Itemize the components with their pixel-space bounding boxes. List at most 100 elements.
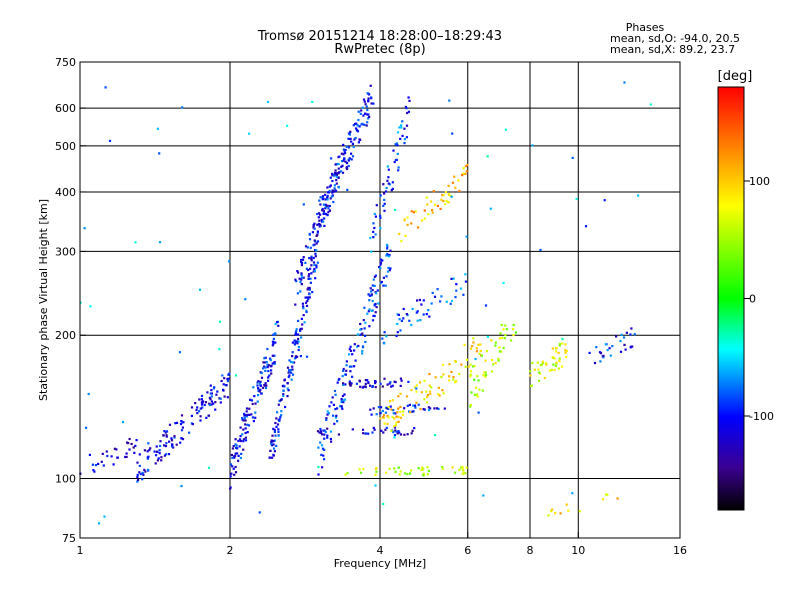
data-point xyxy=(564,351,567,354)
data-point xyxy=(360,123,363,126)
data-point xyxy=(350,365,353,368)
data-point xyxy=(578,510,581,513)
data-point xyxy=(330,195,333,198)
data-point xyxy=(209,392,212,395)
data-point xyxy=(367,432,370,435)
data-point xyxy=(91,463,94,466)
data-point xyxy=(270,442,273,445)
data-point xyxy=(146,468,150,471)
data-point xyxy=(410,432,413,435)
data-point xyxy=(299,355,302,358)
data-point xyxy=(498,350,501,353)
data-point xyxy=(112,463,115,466)
data-point xyxy=(360,109,363,112)
data-point xyxy=(269,359,272,362)
data-point xyxy=(210,403,213,406)
data-point xyxy=(426,401,429,404)
data-point xyxy=(475,393,479,396)
data-point xyxy=(306,246,309,249)
data-point xyxy=(368,308,371,311)
data-point xyxy=(165,435,168,438)
data-point xyxy=(165,442,168,445)
data-point xyxy=(300,278,303,281)
data-point xyxy=(245,415,248,418)
data-point xyxy=(281,385,284,388)
data-point xyxy=(260,392,263,395)
data-point xyxy=(605,493,608,496)
data-point xyxy=(374,382,377,385)
data-point xyxy=(241,417,244,420)
grid-lines xyxy=(80,62,680,538)
data-point xyxy=(103,515,106,518)
data-point xyxy=(386,247,389,250)
data-point xyxy=(342,369,345,372)
y-tick-label: 500 xyxy=(55,140,76,153)
data-point xyxy=(414,406,417,409)
data-point xyxy=(196,412,199,415)
data-point xyxy=(406,433,409,436)
data-point xyxy=(248,413,251,416)
data-point xyxy=(399,410,402,413)
data-point xyxy=(353,365,356,368)
data-point xyxy=(340,399,343,402)
data-point xyxy=(326,214,329,217)
data-point xyxy=(179,423,183,426)
data-point xyxy=(503,337,506,340)
data-point xyxy=(170,437,173,440)
data-point xyxy=(370,96,373,99)
data-point xyxy=(392,412,395,415)
x-tick-label: 1 xyxy=(77,544,84,557)
data-point xyxy=(301,323,304,326)
data-point xyxy=(372,426,375,429)
data-point xyxy=(529,374,532,377)
data-point xyxy=(236,452,239,455)
data-point xyxy=(335,414,338,417)
data-point xyxy=(397,313,400,316)
data-point xyxy=(402,307,405,311)
data-point xyxy=(147,442,150,445)
data-point xyxy=(482,374,485,377)
data-point xyxy=(326,427,329,430)
data-point xyxy=(464,172,467,175)
y-tick-label: 75 xyxy=(62,532,76,545)
data-point xyxy=(385,243,389,247)
data-point xyxy=(649,103,652,106)
data-point xyxy=(464,472,467,475)
data-point xyxy=(472,337,475,340)
data-point xyxy=(342,399,345,402)
data-point xyxy=(357,118,360,122)
data-point xyxy=(289,368,293,372)
data-point xyxy=(264,384,267,387)
data-point xyxy=(391,181,394,184)
data-point xyxy=(272,453,275,456)
data-point xyxy=(258,382,262,385)
data-point xyxy=(314,255,317,258)
data-point xyxy=(287,389,290,392)
data-point xyxy=(273,439,276,442)
data-point xyxy=(358,138,361,141)
data-point xyxy=(355,382,358,385)
data-point xyxy=(295,330,298,333)
data-point xyxy=(362,114,365,117)
data-point xyxy=(172,446,175,449)
data-point xyxy=(319,441,322,444)
data-point xyxy=(369,236,372,240)
data-point xyxy=(477,411,480,414)
stats-line-o: mean, sd,O: -94.0, 20.5 xyxy=(610,32,740,45)
data-point xyxy=(263,365,266,368)
data-point xyxy=(308,296,311,299)
data-point xyxy=(370,250,373,253)
y-tick-label: 300 xyxy=(55,245,76,258)
data-point xyxy=(389,405,392,408)
data-point xyxy=(323,212,326,215)
data-point xyxy=(266,347,269,351)
data-point xyxy=(223,395,226,398)
data-point xyxy=(191,423,194,426)
data-point xyxy=(291,368,294,371)
data-point xyxy=(264,369,267,372)
data-point xyxy=(130,442,133,446)
data-point xyxy=(344,152,347,155)
data-point xyxy=(357,110,360,113)
data-point xyxy=(375,470,378,473)
data-point xyxy=(331,172,334,175)
